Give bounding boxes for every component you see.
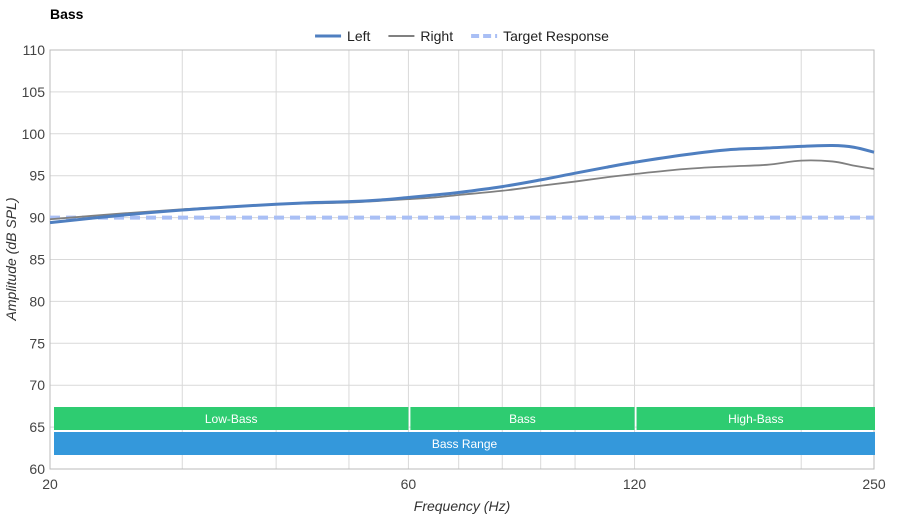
band-label: Bass Range <box>432 437 498 451</box>
plot-area <box>49 49 875 470</box>
series-line-left <box>49 144 875 225</box>
band-label: Bass <box>509 412 536 426</box>
x-tick-label: 20 <box>42 476 58 492</box>
x-axis-label: Frequency (Hz) <box>414 498 510 514</box>
y-tick-label: 60 <box>29 461 45 477</box>
series-lines <box>49 144 875 225</box>
y-tick-label: 105 <box>22 84 46 100</box>
legend-label: Target Response <box>503 28 609 44</box>
band-label: Low-Bass <box>205 412 258 426</box>
y-tick-label: 85 <box>29 252 45 268</box>
frequency-bands: Low-Bass Bass High-Bass Bass Range <box>54 407 875 455</box>
legend-label: Right <box>420 28 453 44</box>
band-label: High-Bass <box>728 412 783 426</box>
y-axis-label: Amplitude (dB SPL) <box>3 198 19 322</box>
y-tick-label: 80 <box>29 293 45 309</box>
legend-label: Left <box>347 28 370 44</box>
band-high-bass <box>636 407 875 430</box>
band-bass-range <box>54 432 875 455</box>
y-tick-label: 90 <box>29 210 45 226</box>
y-tick-label: 70 <box>29 377 45 393</box>
grid <box>49 49 875 470</box>
x-tick-label: 120 <box>623 476 647 492</box>
y-tick-label: 100 <box>22 126 46 142</box>
x-tick-label: 60 <box>401 476 417 492</box>
x-tick-label: 250 <box>862 476 886 492</box>
y-tick-label: 95 <box>29 168 45 184</box>
y-tick-label: 75 <box>29 335 45 351</box>
y-tick-label: 65 <box>29 419 45 435</box>
band-bass <box>410 407 635 430</box>
band-low-bass <box>54 407 409 430</box>
y-tick-label: 110 <box>23 42 46 58</box>
legend: Left Right Target Response <box>315 28 609 44</box>
chart-title: Bass <box>50 6 84 22</box>
